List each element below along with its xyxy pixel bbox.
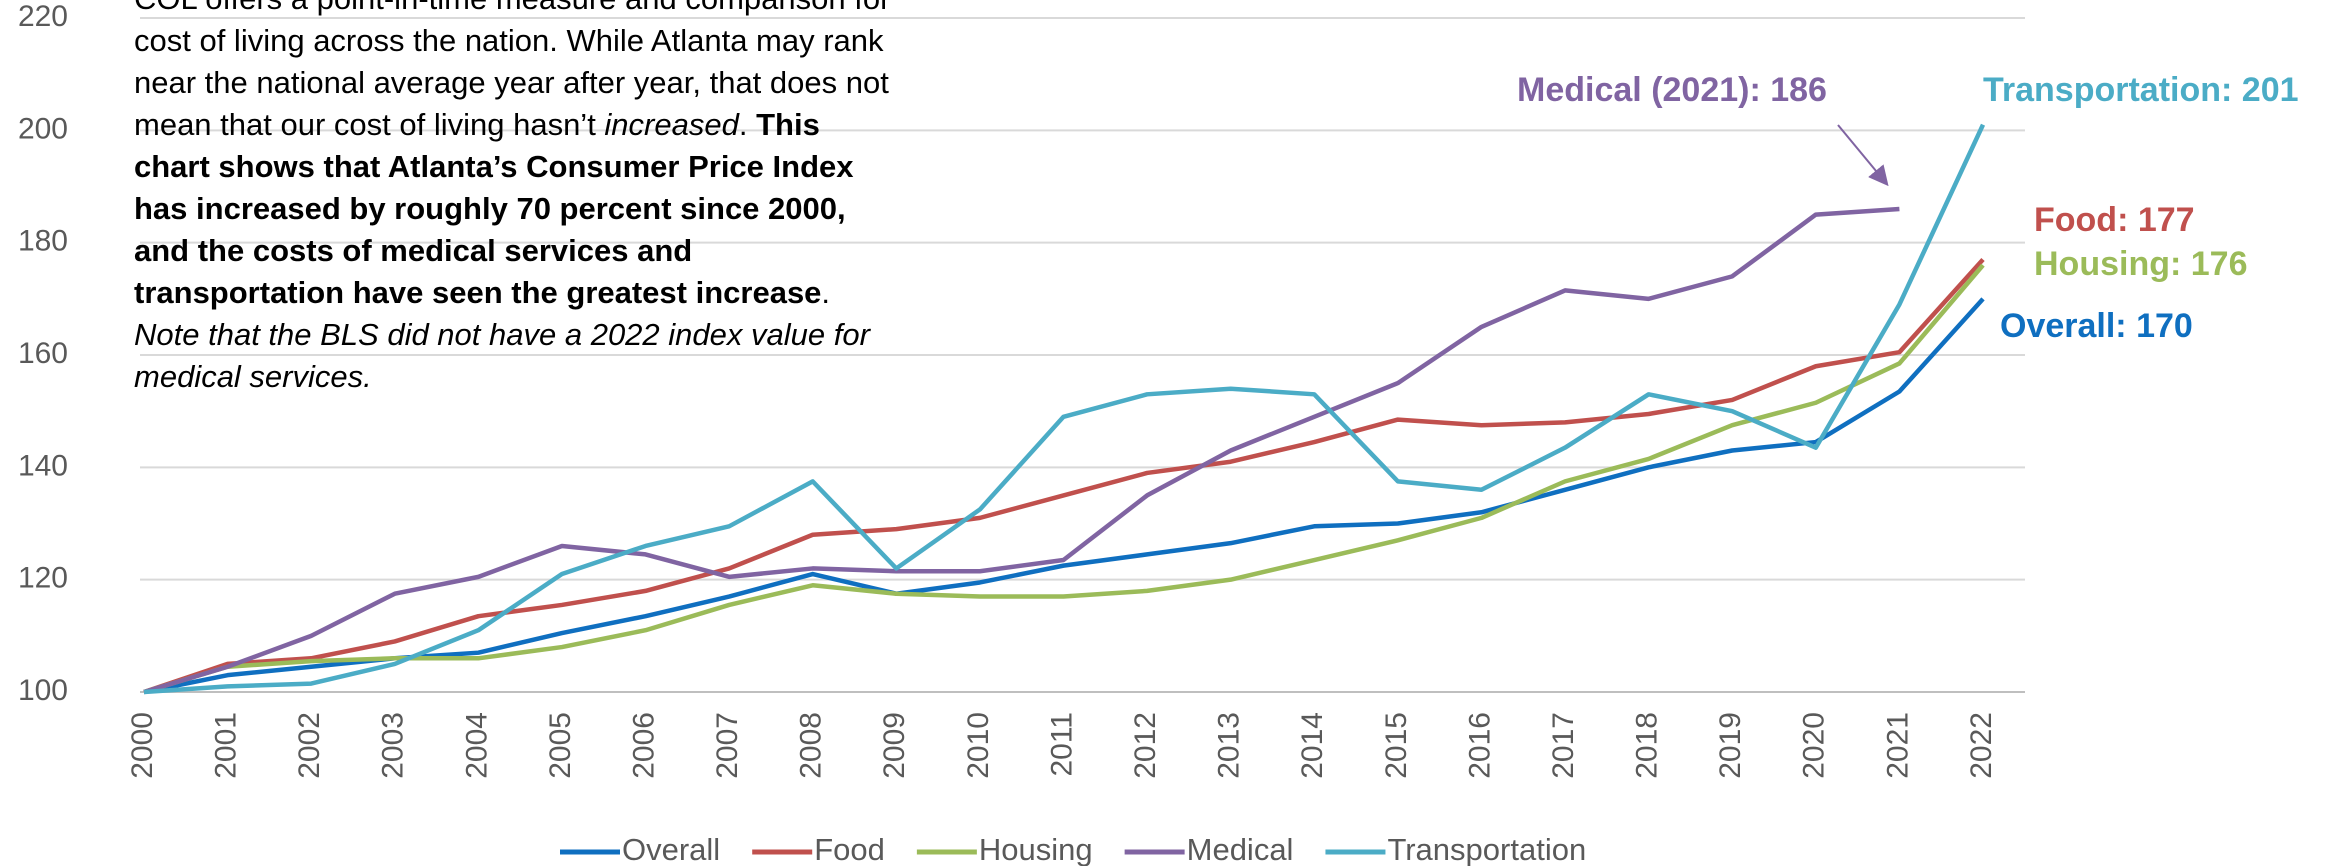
series-line <box>143 206 1900 695</box>
x-tick-label: 2004 <box>460 712 493 779</box>
y-tick-label: 180 <box>18 225 68 258</box>
x-tick-label: 2021 <box>1881 712 1914 779</box>
text-segment: . <box>738 107 757 142</box>
series-line <box>143 263 1985 695</box>
legend-label: Housing <box>979 832 1093 866</box>
x-tick-label: 2003 <box>377 712 410 779</box>
x-tick-label: 2006 <box>627 712 660 779</box>
x-tick-label: 2014 <box>1296 712 1329 779</box>
annotation: Overall: 170 <box>2000 307 2193 345</box>
x-tick-label: 2012 <box>1129 712 1162 779</box>
legend-label: Medical <box>1187 832 1294 866</box>
annotation-arrow <box>1837 124 1889 187</box>
x-tick-label: 2018 <box>1631 712 1664 779</box>
legend-label: Transportation <box>1387 832 1586 866</box>
y-tick-label: 100 <box>18 674 68 707</box>
text-segment: COL offers a point-in-time measure and c… <box>134 0 890 142</box>
x-tick-label: 2001 <box>210 712 243 779</box>
text-block: COL offers a point-in-time measure and c… <box>134 0 894 398</box>
annotation: Housing: 176 <box>2034 245 2247 283</box>
x-tick-label: 2011 <box>1045 712 1078 777</box>
x-tick-label: 2016 <box>1463 712 1496 779</box>
x-tick-label: 2019 <box>1714 712 1747 779</box>
annotation: Food: 177 <box>2034 201 2195 239</box>
series-line <box>143 123 1986 695</box>
x-tick-label: 2008 <box>795 712 828 779</box>
x-tick-label: 2017 <box>1547 712 1580 779</box>
legend-label: Overall <box>622 832 720 866</box>
x-tick-label: 2020 <box>1798 712 1831 779</box>
x-tick-label: 2015 <box>1380 712 1413 779</box>
text-segment: This chart shows that Atlanta’s Consumer… <box>134 107 854 310</box>
x-tick-label: 2013 <box>1213 712 1246 779</box>
y-tick-label: 220 <box>18 0 68 33</box>
text-segment: . <box>821 275 831 310</box>
legend-label: Food <box>814 832 885 866</box>
x-tick-label: 2010 <box>962 712 995 779</box>
x-tick-label: 2007 <box>711 712 744 779</box>
y-tick-label: 200 <box>18 112 68 145</box>
text-segment: Note that the BLS did not have a 2022 in… <box>134 317 870 394</box>
series-line <box>143 258 1985 695</box>
x-tick-label: 2002 <box>293 712 326 779</box>
x-tick-label: 2022 <box>1965 712 1998 779</box>
series-line <box>143 297 1985 695</box>
y-tick-label: 120 <box>18 562 68 595</box>
x-tick-label: 2009 <box>878 712 911 779</box>
annotation: Transportation: 201 <box>1983 71 2299 109</box>
y-tick-label: 160 <box>18 337 68 370</box>
text-segment: increased <box>604 107 739 142</box>
annotation: Medical (2021): 186 <box>1517 71 1827 109</box>
x-tick-label: 2000 <box>126 712 159 779</box>
x-tick-label: 2005 <box>544 712 577 779</box>
y-tick-label: 140 <box>18 449 68 482</box>
